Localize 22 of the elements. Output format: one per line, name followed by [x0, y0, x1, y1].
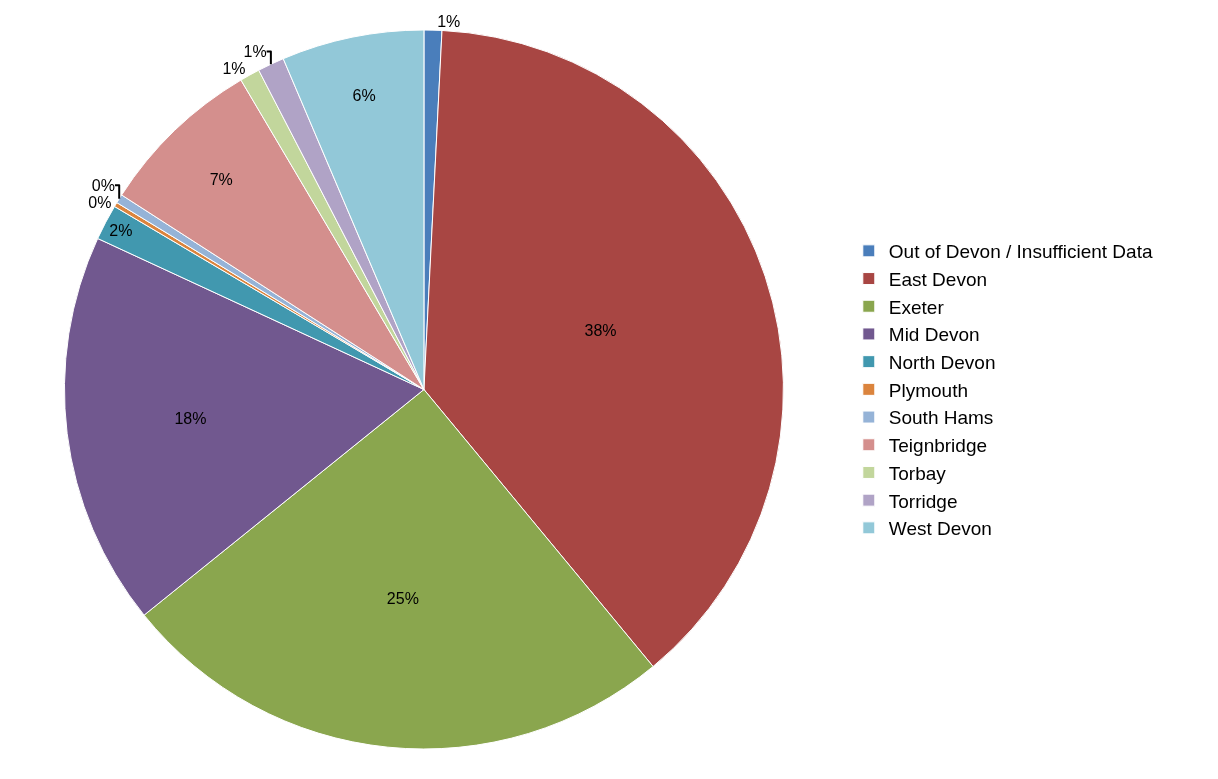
data-label: 7% [209, 170, 233, 188]
legend-label: Out of Devon / Insufficient Data [888, 241, 1153, 263]
data-label: 2% [109, 221, 133, 239]
data-label: 0% [88, 193, 112, 211]
legend-label: East Devon [888, 268, 988, 290]
legend-label: Mid Devon [888, 324, 980, 346]
legend-label: Torridge [888, 490, 958, 512]
legend-label: South Hams [888, 407, 994, 429]
data-label: 1% [437, 13, 461, 31]
legend-label: North Devon [888, 352, 996, 374]
legend-label: Exeter [888, 296, 945, 318]
legend-label: Teignbridge [888, 435, 988, 457]
data-label: 0% [91, 176, 115, 194]
legend-label: Torbay [888, 462, 947, 484]
legend-label: West Devon [888, 518, 992, 540]
data-label: 1% [222, 60, 246, 78]
data-label: 25% [386, 589, 419, 607]
legend-label: Plymouth [888, 379, 968, 401]
data-label: 38% [584, 322, 617, 340]
data-label: 6% [352, 87, 376, 105]
data-label: 18% [174, 409, 207, 427]
data-label: 1% [243, 43, 267, 61]
